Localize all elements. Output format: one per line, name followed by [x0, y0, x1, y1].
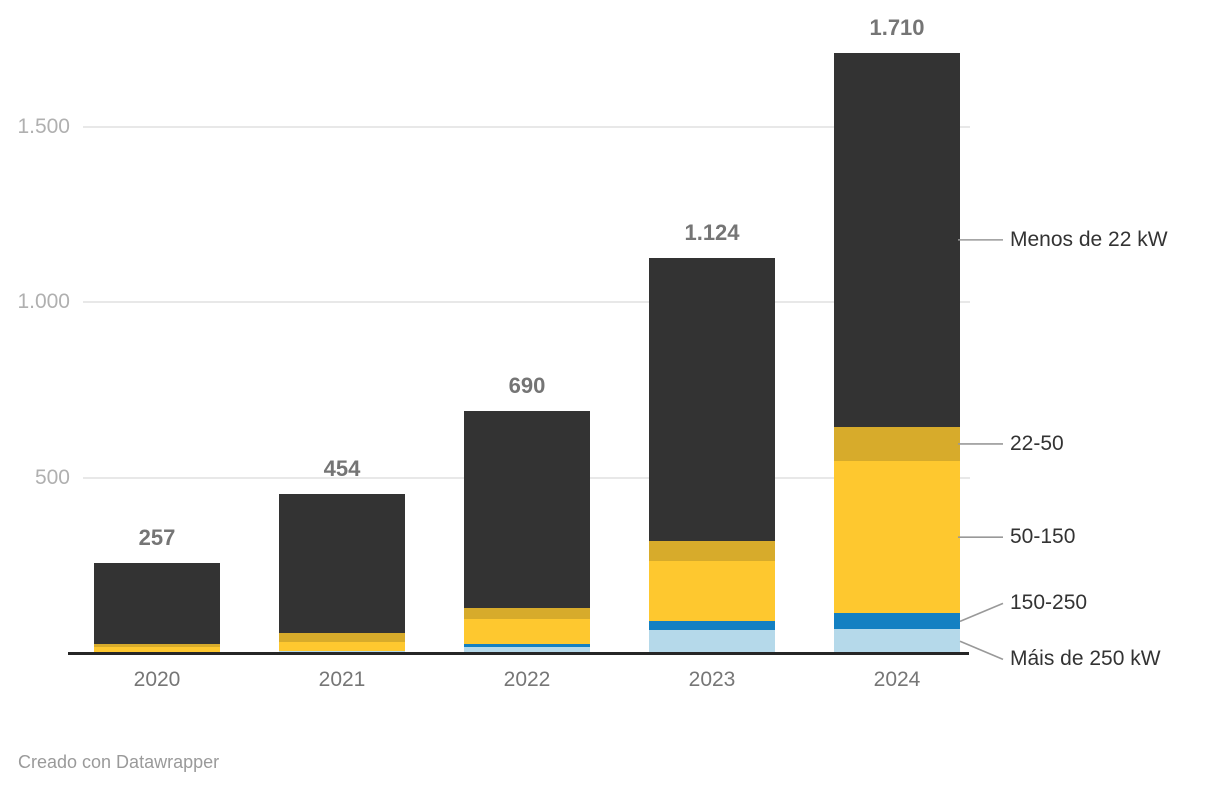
x-axis-label: 2024 — [873, 668, 921, 691]
bar-segment-150-250[interactable] — [834, 613, 960, 630]
legend-label-m-is-de-250-kw: Máis de 250 kW — [1010, 647, 1161, 671]
x-axis-line — [68, 652, 969, 655]
bar-total-label: 257 — [138, 524, 176, 550]
bar-segment-50-150[interactable] — [94, 647, 220, 653]
bar-total-label: 690 — [508, 372, 546, 398]
bar-segment-menos-de-22-kw[interactable] — [464, 410, 590, 608]
y-axis-tick-label: 1.500 — [17, 114, 70, 138]
bar-segment-50-150[interactable] — [649, 561, 775, 622]
legend-label-22-50: 22-50 — [1010, 431, 1064, 455]
bar-total-label: 454 — [323, 455, 361, 481]
bar-total-label: 1.124 — [684, 220, 740, 246]
bar-segment-22-50[interactable] — [279, 633, 405, 643]
bar-segment-22-50[interactable] — [649, 540, 775, 562]
bar-segment-menos-de-22-kw[interactable] — [649, 258, 775, 541]
bar-segment-menos-de-22-kw[interactable] — [834, 52, 960, 427]
bar-segment-m-is-de-250-kw[interactable] — [464, 646, 590, 653]
bar-segment-menos-de-22-kw[interactable] — [279, 493, 405, 634]
x-axis-label: 2021 — [318, 668, 366, 691]
y-gridline — [83, 301, 970, 303]
bar-segment-m-is-de-250-kw[interactable] — [279, 650, 405, 653]
bar-segment-50-150[interactable] — [464, 618, 590, 644]
bar-segment-150-250[interactable] — [464, 643, 590, 647]
x-axis-label: 2022 — [503, 668, 551, 691]
legend-label-150-250: 150-250 — [1010, 591, 1088, 615]
bar-segment-50-150[interactable] — [834, 461, 960, 614]
bar-segment-22-50[interactable] — [94, 644, 220, 648]
bar-segment-150-250[interactable] — [649, 621, 775, 631]
legend-label-menos-de-22-kw: Menos de 22 kW — [1010, 227, 1168, 251]
bar-segment-50-150[interactable] — [279, 642, 405, 651]
y-axis-tick-label: 500 — [34, 465, 70, 489]
legend-label-50-150: 50-150 — [1010, 525, 1076, 549]
datawrapper-credit-link[interactable]: Creado con Datawrapper — [18, 752, 220, 772]
x-axis-label: 2020 — [133, 668, 181, 691]
bar-segment-22-50[interactable] — [834, 426, 960, 461]
bar-segment-menos-de-22-kw[interactable] — [94, 562, 220, 645]
x-axis-label: 2023 — [688, 668, 736, 691]
bar-total-label: 1.710 — [869, 14, 925, 40]
y-gridline — [83, 125, 970, 128]
bar-segment-m-is-de-250-kw[interactable] — [834, 629, 960, 653]
bar-segment-22-50[interactable] — [464, 607, 590, 619]
y-axis-tick-label: 1.000 — [17, 290, 70, 313]
bar-segment-m-is-de-250-kw[interactable] — [649, 630, 775, 653]
